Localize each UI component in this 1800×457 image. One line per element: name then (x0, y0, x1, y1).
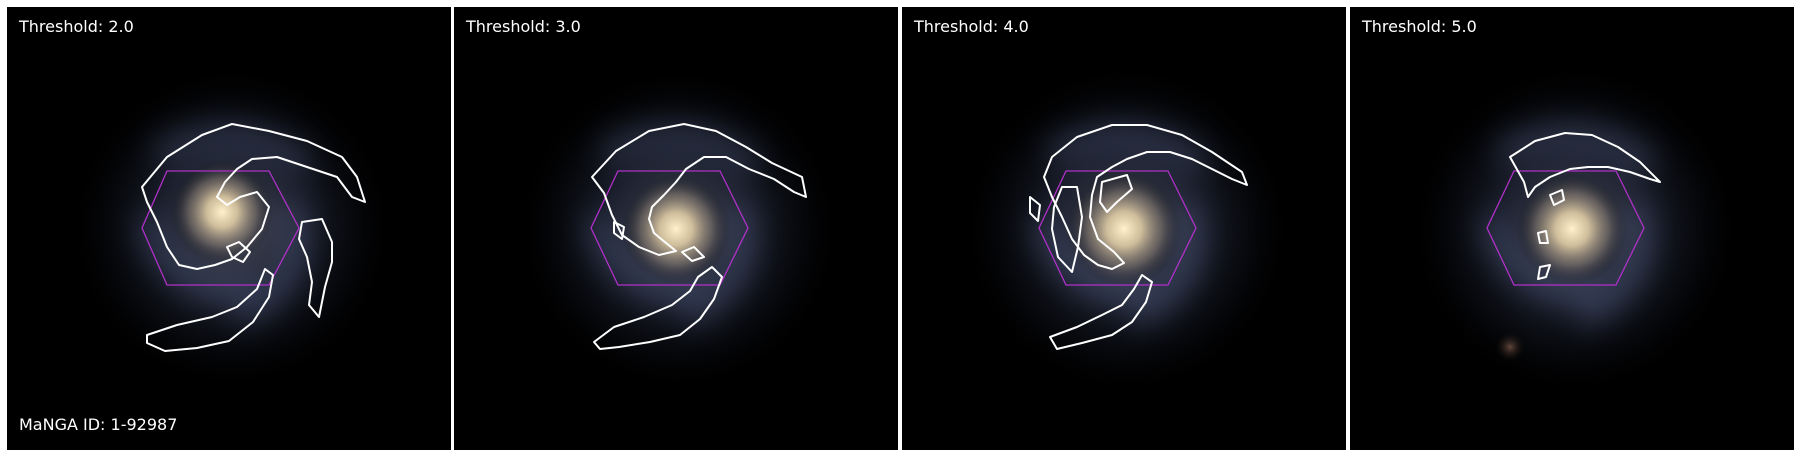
ifu-hexagon (1038, 170, 1197, 286)
threshold-label: Threshold: 2.0 (19, 17, 134, 36)
arm-contours (1509, 132, 1661, 280)
galaxy-panel-threshold-5: Threshold: 5.0 (1350, 7, 1794, 450)
threshold-label: Threshold: 4.0 (914, 17, 1029, 36)
threshold-label: Threshold: 3.0 (466, 17, 581, 36)
arm-contours (591, 123, 807, 350)
arm-contours (1029, 124, 1248, 350)
manga-id-label: MaNGA ID: 1-92987 (19, 415, 178, 434)
galaxy-image (1350, 7, 1794, 450)
ifu-hexagon (141, 170, 300, 286)
galaxy-panel-threshold-3: Threshold: 3.0 (454, 7, 898, 450)
threshold-label: Threshold: 5.0 (1362, 17, 1477, 36)
galaxy-image (454, 7, 898, 450)
arm-contours (141, 123, 366, 352)
galaxy-image (902, 7, 1346, 450)
galaxy-image (7, 7, 451, 450)
galaxy-panel-threshold-2: Threshold: 2.0 MaNGA ID: 1-92987 (7, 7, 451, 450)
galaxy-panel-threshold-4: Threshold: 4.0 (902, 7, 1346, 450)
ifu-hexagon (1486, 170, 1645, 286)
